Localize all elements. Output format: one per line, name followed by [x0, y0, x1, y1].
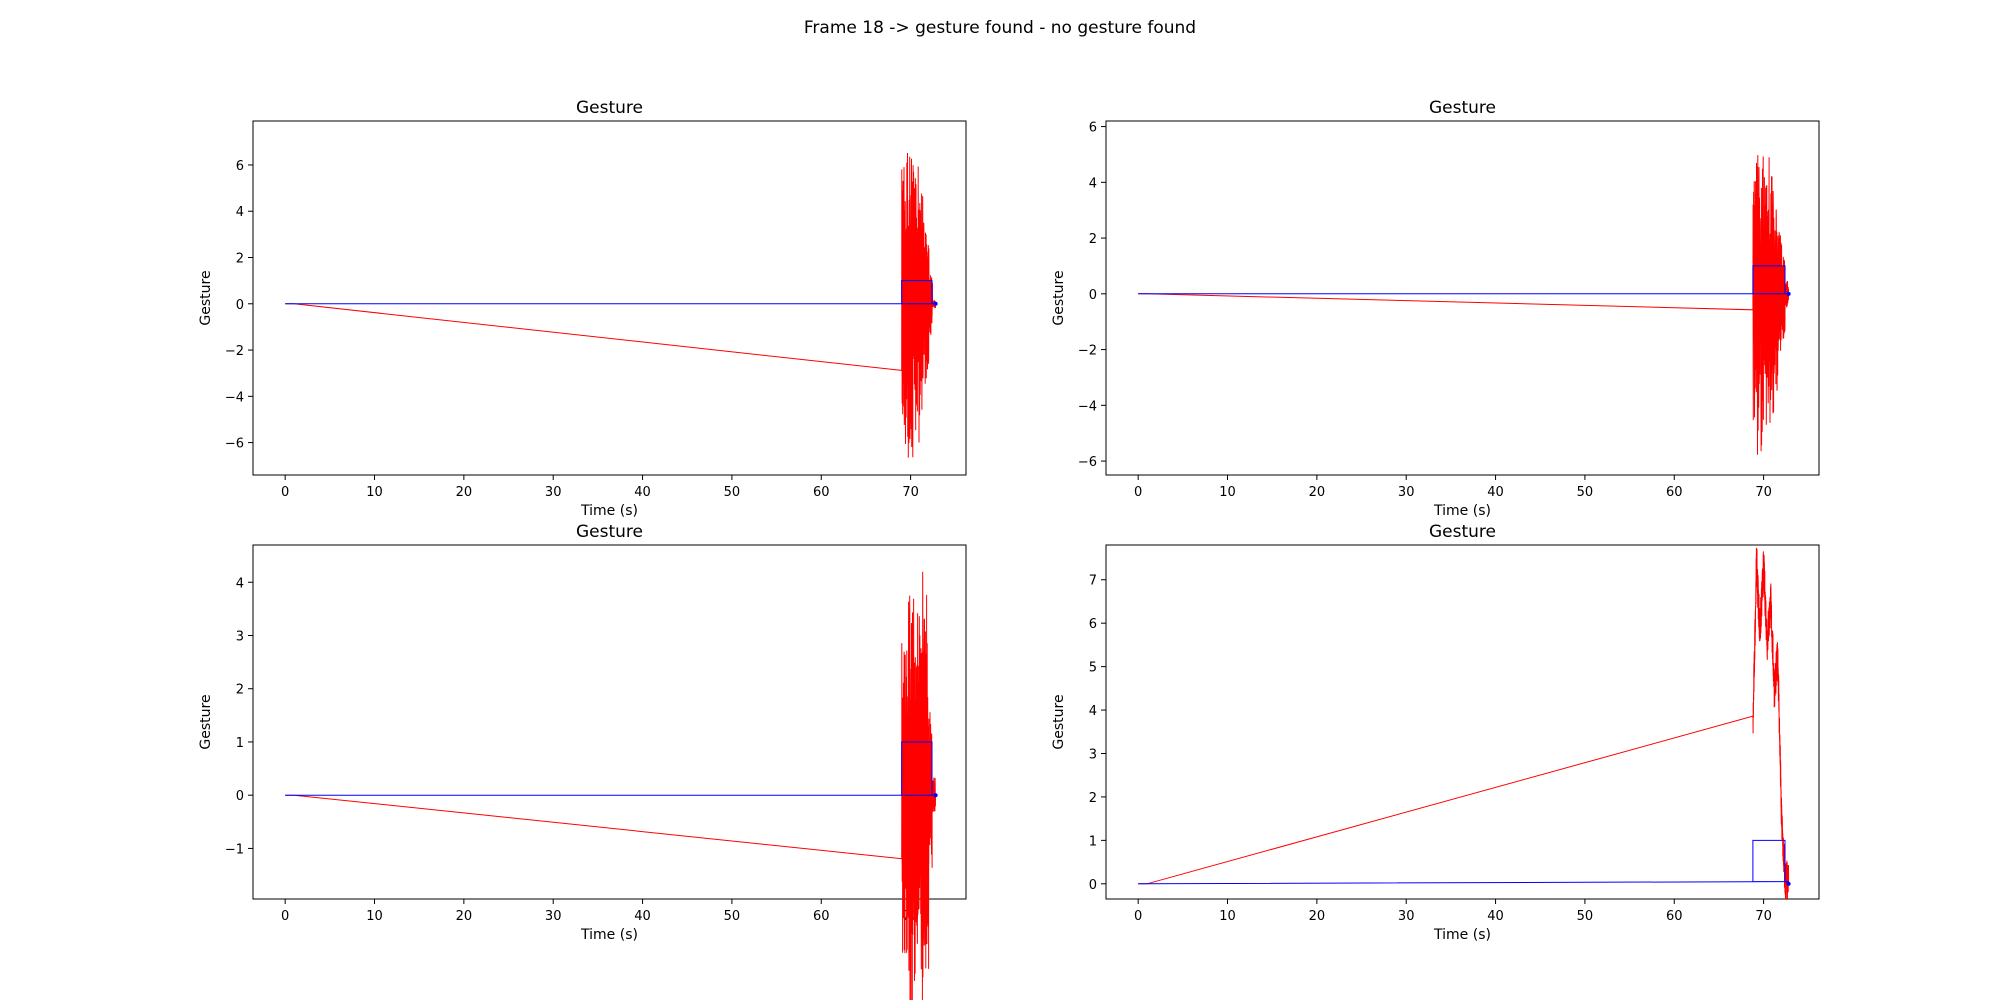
y-tick-label: 6: [1089, 617, 1097, 632]
x-tick-label: 0: [281, 909, 289, 924]
subplot-4: Gesture Time (s) Gesture 0 10 20 30 40 50 60 70 0 1 2…: [1051, 522, 1820, 943]
y-tick-label: 4: [236, 205, 244, 220]
end-marker: [933, 793, 938, 798]
y-tick-label: −2: [225, 344, 244, 359]
subplot-title: Gesture: [576, 522, 643, 542]
y-tick-label: 0: [236, 789, 244, 804]
end-marker: [933, 301, 938, 306]
x-tick-label: 70: [1755, 909, 1772, 924]
end-marker: [1786, 881, 1791, 886]
y-tick-label: −2: [1078, 344, 1097, 359]
plot-frame: [252, 544, 967, 900]
x-tick-label: 60: [813, 485, 830, 500]
subplot-title: Gesture: [576, 98, 643, 118]
x-tick-label: 60: [1666, 909, 1683, 924]
series-line-1: [1138, 547, 1790, 900]
y-tick-label: −4: [225, 390, 244, 405]
y-axis-label: Gesture: [198, 694, 214, 749]
y-tick-label: −4: [1078, 399, 1097, 414]
x-tick-label: 10: [1219, 485, 1236, 500]
x-tick-label: 50: [1577, 485, 1594, 500]
x-tick-label: 10: [366, 909, 383, 924]
x-axis-label: Time (s): [1433, 503, 1491, 519]
subplot-title: Gesture: [1429, 98, 1496, 118]
y-tick-label: 2: [1089, 791, 1097, 806]
series-line-1: [285, 152, 937, 458]
x-tick-label: 20: [456, 485, 473, 500]
x-axis-label: Time (s): [580, 503, 638, 519]
subplot-title: Gesture: [1429, 522, 1496, 542]
y-tick-label: 0: [1089, 878, 1097, 893]
figure-suptitle: Frame 18 -> gesture found - no gesture f…: [804, 18, 1196, 38]
x-tick-label: 60: [1666, 485, 1683, 500]
x-tick-label: 10: [366, 485, 383, 500]
x-tick-label: 60: [813, 909, 830, 924]
y-axis-label: Gesture: [1051, 270, 1067, 325]
x-tick-label: 30: [545, 485, 562, 500]
x-tick-label: 30: [545, 909, 562, 924]
y-tick-label: 2: [236, 252, 244, 267]
plot-frame: [1105, 544, 1820, 900]
y-tick-label: 3: [1089, 747, 1097, 762]
y-tick-label: 4: [236, 576, 244, 591]
y-tick-label: 5: [1089, 661, 1097, 676]
y-axis-label: Gesture: [198, 270, 214, 325]
y-axis-label: Gesture: [1051, 694, 1067, 749]
x-tick-label: 40: [1487, 909, 1504, 924]
y-tick-label: 6: [236, 159, 244, 174]
x-tick-label: 70: [1755, 485, 1772, 500]
y-tick-label: 1: [1089, 834, 1097, 849]
x-tick-label: 30: [1398, 909, 1415, 924]
x-tick-label: 70: [902, 485, 919, 500]
y-tick-label: −6: [1078, 455, 1097, 470]
y-tick-label: 7: [1089, 574, 1097, 589]
end-marker: [1786, 291, 1791, 296]
y-tick-label: 1: [236, 736, 244, 751]
series-line-1: [285, 571, 937, 1000]
y-tick-label: 6: [1089, 121, 1097, 136]
x-tick-label: 20: [1309, 485, 1326, 500]
y-tick-label: 4: [1089, 176, 1097, 191]
x-tick-label: 40: [634, 485, 651, 500]
plot-frame: [1105, 120, 1820, 476]
y-tick-label: 3: [236, 629, 244, 644]
y-tick-label: −6: [225, 437, 244, 452]
x-tick-label: 50: [724, 909, 741, 924]
y-tick-label: −1: [225, 842, 244, 857]
y-tick-label: 2: [1089, 232, 1097, 247]
x-tick-label: 10: [1219, 909, 1236, 924]
x-axis-label: Time (s): [1433, 927, 1491, 943]
x-axis-label: Time (s): [580, 927, 638, 943]
x-tick-label: 40: [1487, 485, 1504, 500]
series-line-2: [1138, 839, 1789, 885]
x-tick-label: 30: [1398, 485, 1415, 500]
x-tick-label: 20: [456, 909, 473, 924]
x-tick-label: 0: [1134, 485, 1142, 500]
y-tick-label: 2: [236, 683, 244, 698]
y-tick-label: 0: [1089, 288, 1097, 303]
x-tick-label: 20: [1309, 909, 1326, 924]
x-tick-label: 40: [634, 909, 651, 924]
x-tick-label: 0: [1134, 909, 1142, 924]
y-tick-label: 0: [236, 298, 244, 313]
plot-frame: [252, 120, 967, 476]
x-tick-label: 50: [724, 485, 741, 500]
x-tick-label: 50: [1577, 909, 1594, 924]
y-tick-label: 4: [1089, 704, 1097, 719]
x-tick-label: 0: [281, 485, 289, 500]
